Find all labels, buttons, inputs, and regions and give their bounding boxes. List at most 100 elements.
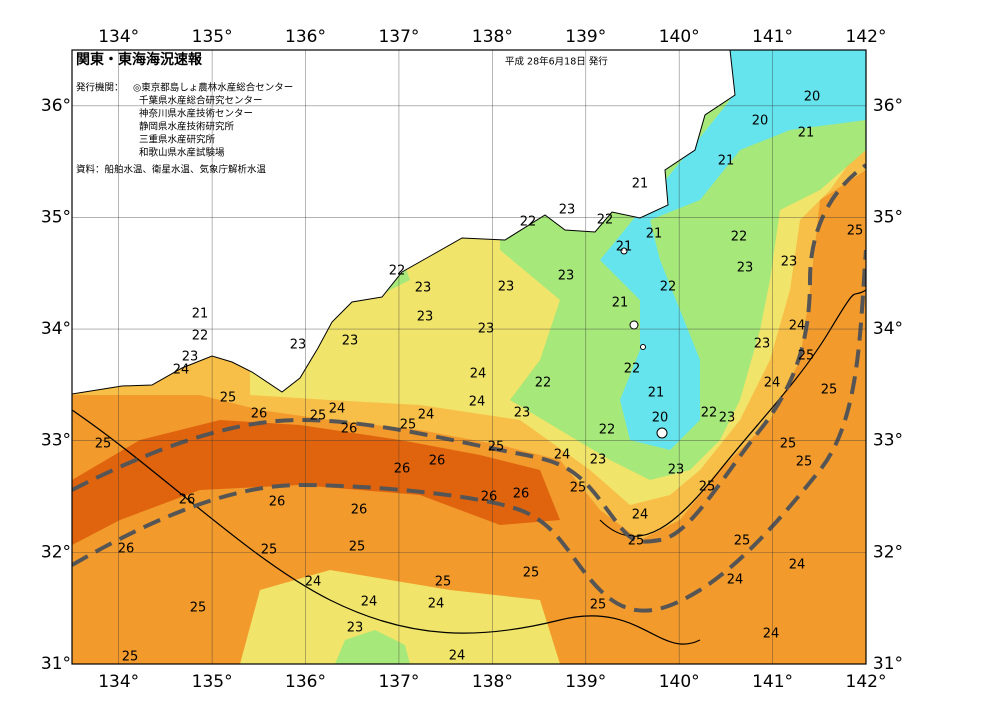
- lon-label: 142°: [846, 672, 887, 692]
- contour-label: 26: [269, 495, 286, 510]
- contour-label: 23: [754, 337, 771, 352]
- lat-label: 33°: [41, 431, 71, 451]
- contour-label: 24: [361, 595, 378, 610]
- lon-label: 137°: [378, 672, 419, 692]
- contour-label: 20: [652, 411, 669, 426]
- lat-label: 32°: [41, 542, 71, 562]
- contour-label: 21: [798, 126, 815, 141]
- contour-label: 25: [847, 224, 864, 239]
- lon-label: 136°: [285, 672, 326, 692]
- contour-label: 25: [590, 598, 607, 613]
- contour-label: 21: [612, 296, 629, 311]
- contour-label: 24: [789, 319, 806, 334]
- contour-label: 25: [570, 481, 587, 496]
- contour-label: 23: [342, 334, 359, 349]
- contour-label: 23: [559, 203, 576, 218]
- lon-label: 141°: [752, 27, 793, 47]
- contour-line: [72, 409, 701, 645]
- contour-label: 25: [122, 650, 139, 665]
- issuer: ◎東京都島しょ農林水産総合センター: [133, 82, 293, 94]
- contour-label: 23: [781, 255, 798, 270]
- contour-label: 25: [435, 575, 452, 590]
- contour-label: 26: [341, 422, 358, 437]
- frame: [71, 49, 867, 665]
- contour-label: 23: [590, 453, 607, 468]
- contour-label: 26: [179, 493, 196, 508]
- issuer: 神奈川県水産技術センター: [139, 108, 253, 120]
- contour-label: 24: [418, 408, 435, 423]
- lon-label: 141°: [752, 672, 793, 692]
- kuroshio-axis: [72, 163, 866, 544]
- lon-label: 134°: [98, 27, 139, 47]
- lon-label: 137°: [378, 27, 419, 47]
- lat-label: 31°: [873, 654, 903, 674]
- contour-label: 23: [719, 411, 736, 426]
- contour-label: 22: [701, 406, 718, 421]
- lat-label: 35°: [41, 207, 71, 227]
- contour-label: 25: [95, 437, 112, 452]
- sea-23-south: [240, 570, 560, 664]
- lon-label: 142°: [846, 27, 887, 47]
- contour-label: 22: [597, 213, 614, 228]
- contour-label: 24: [727, 573, 744, 588]
- contour-label: 26: [394, 462, 411, 477]
- issuer: 千葉県水産総合研究センター: [139, 95, 263, 107]
- contour-label: 24: [764, 376, 781, 391]
- axes: 134° 134° 135° 135° 136° 136° 137° 137° 138° 138°…: [41, 27, 903, 692]
- contour-label: 24: [428, 597, 445, 612]
- issuer: 静岡県水産技術研究所: [139, 121, 235, 133]
- sea-26: [72, 420, 560, 545]
- contour-label: 23: [417, 310, 434, 325]
- lon-label: 140°: [659, 27, 700, 47]
- contour-label: 23: [478, 322, 495, 337]
- island: [656, 427, 668, 439]
- sea-21: [600, 50, 866, 450]
- contour-label: 22: [192, 329, 209, 344]
- contour-label: 25: [400, 418, 417, 433]
- contour-line: [599, 289, 866, 537]
- contour-label: 24: [470, 367, 487, 382]
- contour-label: 26: [118, 542, 135, 557]
- contour-label: 22: [660, 280, 677, 295]
- contour-label: 25: [628, 534, 645, 549]
- lon-label: 135°: [192, 27, 233, 47]
- contour-label: 25: [488, 440, 505, 455]
- contour-label: 20: [804, 90, 821, 105]
- lon-label: 134°: [98, 672, 139, 692]
- lon-label: 140°: [659, 672, 700, 692]
- contour-label: 25: [734, 534, 751, 549]
- issuer: 三重県水産研究所: [139, 134, 216, 146]
- contour-label: 22: [624, 362, 641, 377]
- contour-label: 25: [798, 349, 815, 364]
- issuer: 和歌山県水産試験場: [139, 147, 225, 159]
- lon-label: 139°: [565, 27, 606, 47]
- lon-label: 138°: [472, 27, 513, 47]
- contour-label: 23: [182, 350, 199, 365]
- land: [72, 50, 736, 395]
- contour-label: 24: [173, 363, 190, 378]
- contour-label: 20: [752, 114, 769, 129]
- island: [629, 320, 639, 330]
- contour-label: 25: [261, 543, 278, 558]
- contour-label: 22: [535, 376, 552, 391]
- lat-label: 32°: [873, 542, 903, 562]
- contour-label: 23: [668, 463, 685, 478]
- contour-label: 26: [251, 407, 268, 422]
- contour-label: 21: [648, 386, 665, 401]
- contour-label: 22: [389, 264, 406, 279]
- contour-label: 23: [737, 261, 754, 276]
- lat-label: 34°: [873, 319, 903, 339]
- contour-label: 24: [789, 558, 806, 573]
- source: 資料：船舶水温、衛星水温、気象庁解析水温: [76, 164, 267, 176]
- lat-label: 36°: [873, 96, 903, 116]
- contour-label: 22: [599, 423, 616, 438]
- contour-label: 25: [796, 455, 813, 470]
- contour-label: 25: [190, 601, 207, 616]
- contour-label: 21: [616, 240, 633, 255]
- kuroshio-axis: [72, 249, 866, 613]
- contour-label: 24: [469, 395, 486, 410]
- lat-label: 35°: [873, 207, 903, 227]
- contour-label: 26: [429, 454, 446, 469]
- contour-label: 24: [329, 402, 346, 417]
